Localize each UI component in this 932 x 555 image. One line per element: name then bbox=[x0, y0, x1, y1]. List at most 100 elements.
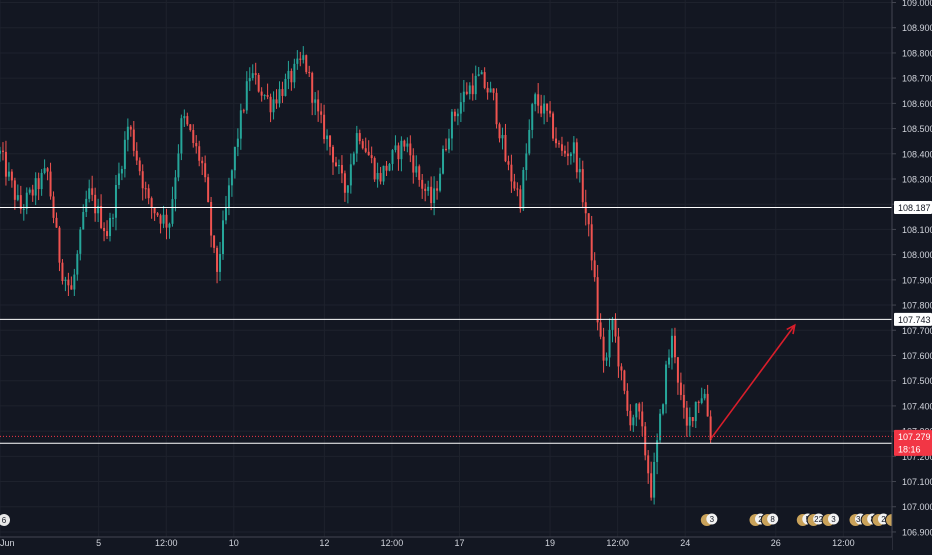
candle-body bbox=[165, 214, 168, 228]
candle-body bbox=[409, 143, 412, 156]
candle-body bbox=[578, 169, 581, 173]
candle-body bbox=[569, 153, 572, 157]
candle-body bbox=[355, 133, 358, 154]
candle-body bbox=[67, 279, 70, 286]
candle-body bbox=[379, 173, 382, 182]
candle-body bbox=[109, 217, 112, 237]
price-axis[interactable]: 106.900107.000107.100107.200107.300107.4… bbox=[891, 0, 932, 550]
candle-body bbox=[272, 99, 275, 113]
candle-body bbox=[424, 188, 427, 191]
arrow-shaft[interactable] bbox=[710, 324, 796, 440]
candle-body bbox=[216, 247, 219, 272]
candle-body bbox=[611, 319, 614, 330]
candle-body bbox=[373, 158, 376, 180]
candle-body bbox=[691, 417, 694, 422]
candle-body bbox=[278, 89, 281, 104]
candle-body bbox=[263, 95, 266, 97]
event-badge[interactable]: 22 bbox=[806, 513, 825, 527]
candle-body bbox=[480, 72, 483, 75]
event-count-label: 2 bbox=[881, 515, 886, 524]
last-price-tag-bg bbox=[894, 429, 932, 456]
candle-body bbox=[106, 231, 109, 237]
candle-body bbox=[302, 55, 305, 60]
candle-body bbox=[685, 407, 688, 426]
candle-body bbox=[412, 155, 415, 173]
event-badge[interactable]: 3 bbox=[821, 513, 839, 527]
candle-body bbox=[593, 260, 596, 278]
candle-body bbox=[653, 461, 656, 498]
candle-body bbox=[468, 85, 471, 94]
candle-body bbox=[195, 142, 198, 147]
event-badge[interactable]: 8 bbox=[760, 513, 779, 527]
x-tick-label: 5 bbox=[96, 538, 101, 548]
candle-body bbox=[427, 186, 430, 191]
candle-body bbox=[361, 141, 364, 149]
candle-body bbox=[147, 188, 150, 199]
candle-body bbox=[352, 153, 355, 165]
candle-body bbox=[415, 166, 418, 173]
candle-body bbox=[495, 92, 498, 125]
candle-body bbox=[340, 165, 343, 174]
x-tick-label: 12:00 bbox=[606, 538, 629, 548]
candle-body bbox=[230, 170, 233, 186]
price-lines bbox=[0, 206, 892, 444]
candle-body bbox=[471, 85, 474, 95]
candle-body bbox=[117, 173, 120, 185]
candle-body bbox=[665, 364, 668, 405]
candles bbox=[0, 46, 712, 505]
candle-body bbox=[626, 390, 629, 411]
candle-body bbox=[1, 150, 4, 152]
candle-body bbox=[552, 113, 555, 139]
candle-body bbox=[596, 277, 599, 323]
x-tick-label: 12:00 bbox=[381, 538, 404, 548]
candle-body bbox=[100, 206, 103, 228]
candle-body bbox=[522, 170, 525, 209]
candle-body bbox=[397, 145, 400, 160]
candle-body bbox=[311, 72, 314, 103]
candle-body bbox=[638, 403, 641, 412]
candle-body bbox=[126, 126, 129, 140]
candle-body bbox=[70, 285, 73, 290]
last-price-label: 107.279 bbox=[898, 432, 931, 442]
x-tick-label: 24 bbox=[680, 538, 690, 548]
candle-body bbox=[590, 224, 593, 261]
candle-body bbox=[4, 151, 7, 177]
event-badge[interactable]: 3 bbox=[699, 513, 718, 527]
candle-body bbox=[459, 102, 462, 114]
candle-body bbox=[82, 211, 85, 230]
candle-body bbox=[581, 169, 584, 203]
line-price-label: 107.743 bbox=[898, 315, 931, 325]
candle-body bbox=[433, 188, 436, 204]
candle-body bbox=[358, 133, 361, 142]
candle-body bbox=[510, 164, 513, 182]
candle-body bbox=[10, 171, 13, 181]
candle-body bbox=[49, 171, 52, 197]
candle-body bbox=[305, 55, 308, 73]
candle-body bbox=[453, 111, 456, 117]
event-count-left[interactable]: 6 bbox=[0, 514, 10, 526]
arrow-head[interactable] bbox=[786, 323, 796, 335]
candle-body bbox=[141, 171, 144, 189]
candle-body bbox=[224, 207, 227, 221]
candle-body bbox=[709, 416, 712, 440]
y-tick-label: 108.700 bbox=[902, 74, 932, 84]
candle-body bbox=[370, 155, 373, 159]
candle-body bbox=[534, 94, 537, 105]
candle-body bbox=[697, 401, 700, 403]
candle-body bbox=[673, 335, 676, 358]
trend-arrow[interactable] bbox=[710, 323, 796, 440]
candle-body bbox=[183, 116, 186, 119]
x-tick-label: Jun bbox=[0, 538, 15, 548]
y-tick-label: 107.800 bbox=[902, 301, 932, 311]
candle-body bbox=[436, 188, 439, 191]
candle-body bbox=[549, 110, 552, 114]
candle-body bbox=[382, 165, 385, 182]
time-axis-background bbox=[0, 537, 892, 550]
candle-body bbox=[668, 357, 670, 365]
x-tick-label: 17 bbox=[455, 538, 465, 548]
candle-body bbox=[287, 70, 290, 79]
time-axis[interactable]: Jun 5 12:00 10 12 12:00 17 19 12:00 24 26 12:00 bbox=[0, 536, 892, 550]
